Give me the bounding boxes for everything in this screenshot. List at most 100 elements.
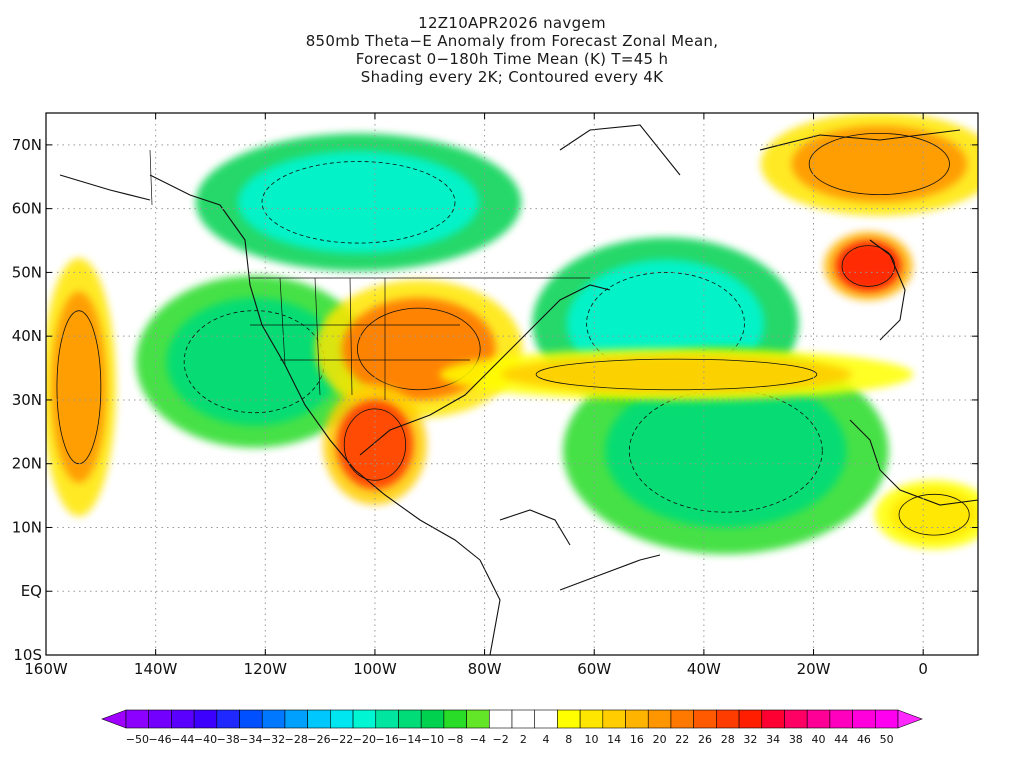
colorbar-label: −32 bbox=[262, 733, 285, 746]
colorbar-label: 34 bbox=[766, 733, 780, 746]
title-line-2: 850mb Theta−E Anomaly from Forecast Zona… bbox=[305, 32, 719, 50]
colorbar-label: 4 bbox=[543, 733, 550, 746]
colorbar-label: 40 bbox=[812, 733, 826, 746]
graticule bbox=[46, 113, 978, 655]
colorbar-swatch bbox=[625, 709, 649, 729]
colorbar-label: −22 bbox=[330, 733, 353, 746]
colorbar-swatch bbox=[852, 709, 876, 729]
lon-label-40W: 40W bbox=[687, 660, 721, 678]
colorbar-swatch bbox=[284, 709, 308, 729]
colorbar-label: −40 bbox=[194, 733, 217, 746]
longitude-axis: 160W 140W 120W 100W 80W 60W 40W 20W 0 bbox=[24, 113, 928, 678]
colorbar-swatch bbox=[375, 709, 399, 729]
colorbar-swatch bbox=[261, 709, 286, 729]
colorbar-swatch bbox=[806, 709, 831, 729]
colorbar-swatch bbox=[443, 709, 467, 729]
colorbar-label: −8 bbox=[447, 733, 463, 746]
colorbar-swatch bbox=[216, 709, 240, 729]
contour-greenland-sea-positive bbox=[808, 133, 950, 196]
colorbar-label: −4 bbox=[470, 733, 486, 746]
colorbar-swatch bbox=[829, 709, 853, 729]
colorbar-swatch bbox=[171, 709, 195, 729]
anomaly-pacific-west-positive bbox=[51, 291, 107, 483]
latitude-axis: 70N 60N 50N 40N 30N 20N 10N EQ 10S bbox=[12, 136, 978, 664]
colorbar-label: 50 bbox=[880, 733, 894, 746]
colorbar-swatch bbox=[330, 709, 354, 729]
lat-label-20N: 20N bbox=[12, 455, 42, 473]
contour-north-central-canada-negative bbox=[261, 161, 456, 244]
contour-gulf-mexico-positive bbox=[343, 408, 407, 481]
lon-label-0: 0 bbox=[918, 660, 928, 678]
colorbar-label: 2 bbox=[520, 733, 527, 746]
lat-label-60N: 60N bbox=[12, 200, 42, 218]
colorbar-label: 8 bbox=[565, 733, 572, 746]
colorbar-label: −16 bbox=[376, 733, 399, 746]
contour-central-us-positive bbox=[356, 307, 481, 391]
colorbar-label: −2 bbox=[493, 733, 509, 746]
anomaly-shading bbox=[46, 113, 978, 555]
anomaly-north-central-canada-negative bbox=[237, 151, 480, 254]
anomaly-greenland-sea-positive bbox=[791, 125, 968, 203]
colorbar-label: 10 bbox=[584, 733, 598, 746]
lat-label-10S: 10S bbox=[13, 646, 42, 664]
lat-label-EQ: EQ bbox=[21, 582, 42, 600]
colorbar-arrow-right bbox=[897, 709, 923, 729]
colorbar-swatch bbox=[420, 709, 445, 729]
colorbar-swatch bbox=[125, 709, 150, 729]
plot-frame bbox=[45, 112, 979, 656]
colorbar-swatch bbox=[239, 709, 263, 729]
colorbar-swatch bbox=[511, 709, 536, 729]
contour-central-atlantic-negative bbox=[628, 389, 823, 513]
lon-label-160W: 160W bbox=[24, 660, 68, 678]
colorbar-label: −20 bbox=[353, 733, 376, 746]
colorbar-swatch bbox=[557, 709, 581, 729]
colorbar-label: 22 bbox=[675, 733, 689, 746]
colorbar-label: 46 bbox=[857, 733, 871, 746]
colorbar-label: −28 bbox=[285, 733, 308, 746]
colorbar-swatch bbox=[193, 709, 218, 729]
lon-label-80W: 80W bbox=[468, 660, 502, 678]
colorbar-label: −26 bbox=[307, 733, 330, 746]
colorbar-swatch bbox=[534, 709, 558, 729]
colorbar-label: −34 bbox=[239, 733, 262, 746]
contour-pacific-west-positive bbox=[56, 310, 102, 465]
colorbar-swatch bbox=[602, 709, 626, 729]
lon-label-100W: 100W bbox=[353, 660, 397, 678]
colorbar-labels: −50 −46 −44 −40 −38 −34 −32 −28 −26 −22 −20 −16 −14−… bbox=[126, 733, 894, 746]
figure-title: 12Z10APR2026 navgem 850mb Theta−E Anomal… bbox=[0, 14, 1024, 86]
colorbar-label: −50 bbox=[126, 733, 149, 746]
title-line-1: 12Z10APR2026 navgem bbox=[418, 14, 606, 32]
colorbar-label: −10 bbox=[421, 733, 444, 746]
colorbar-swatch bbox=[670, 709, 694, 729]
lat-label-30N: 30N bbox=[12, 391, 42, 409]
colorbar-swatch bbox=[352, 709, 377, 729]
colorbar-label: 38 bbox=[789, 733, 803, 746]
colorbar-label: −44 bbox=[171, 733, 194, 746]
political-borders bbox=[149, 149, 590, 400]
lat-label-50N: 50N bbox=[12, 263, 42, 281]
colorbar-swatch bbox=[784, 709, 808, 729]
contour-west-africa-positive bbox=[898, 493, 970, 536]
colorbar-label: 20 bbox=[653, 733, 667, 746]
colorbar-swatch bbox=[466, 709, 490, 729]
lon-label-20W: 20W bbox=[797, 660, 831, 678]
lat-label-10N: 10N bbox=[12, 518, 42, 536]
coastlines bbox=[59, 124, 978, 655]
colorbar bbox=[101, 709, 923, 729]
colorbar-label: 32 bbox=[743, 733, 757, 746]
lon-label-60W: 60W bbox=[577, 660, 611, 678]
lon-label-140W: 140W bbox=[134, 660, 178, 678]
colorbar-label: 16 bbox=[630, 733, 644, 746]
contour-north-atlantic-negative bbox=[586, 272, 745, 375]
colorbar-label: −14 bbox=[398, 733, 421, 746]
colorbar-label: 14 bbox=[607, 733, 621, 746]
colorbar-swatch bbox=[693, 709, 717, 729]
lat-label-40N: 40N bbox=[12, 327, 42, 345]
lat-label-70N: 70N bbox=[12, 136, 42, 154]
anomaly-atlantic-plume-positive bbox=[501, 355, 852, 394]
anomaly-gulf-mexico-positive bbox=[336, 399, 414, 490]
colorbar-swatch bbox=[761, 709, 785, 729]
colorbar-label: 44 bbox=[834, 733, 848, 746]
colorbar-swatch bbox=[738, 709, 763, 729]
